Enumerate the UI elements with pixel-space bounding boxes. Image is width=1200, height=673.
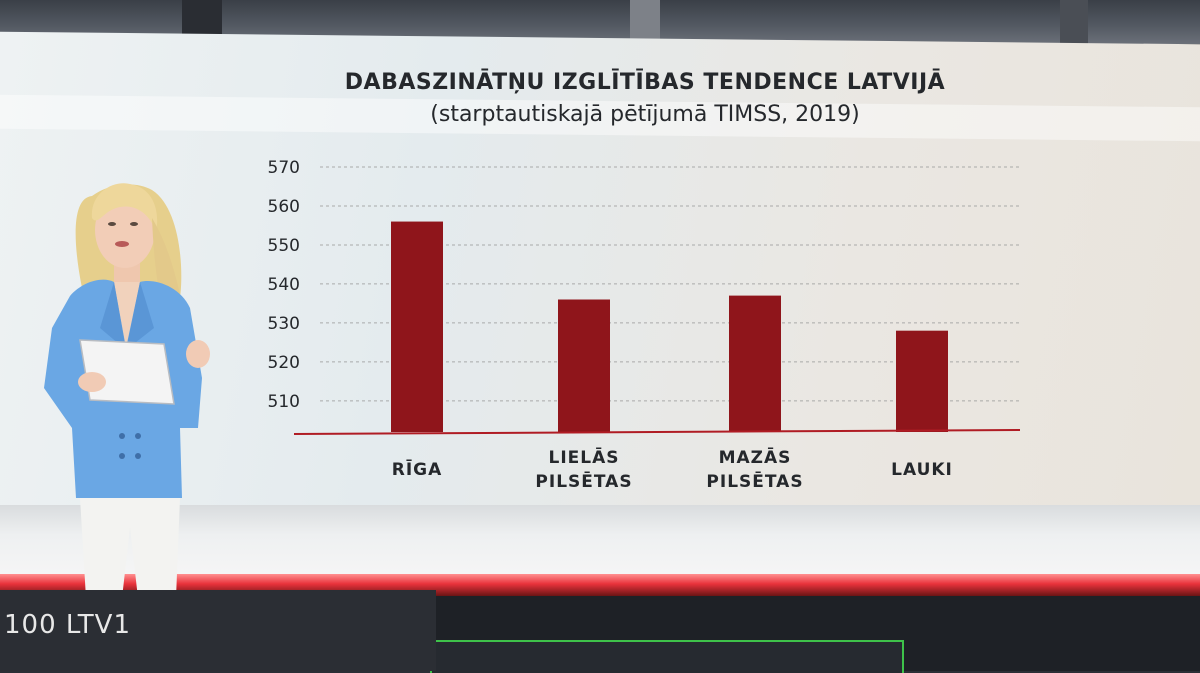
bar-0 bbox=[391, 221, 443, 432]
studio-floor-strip bbox=[430, 640, 904, 673]
y-tick-label: 540 bbox=[268, 275, 300, 295]
x-category-label: PILSĒTAS bbox=[535, 470, 632, 492]
y-tick-label: 520 bbox=[268, 353, 300, 373]
bar-1 bbox=[558, 299, 610, 432]
bar-3 bbox=[896, 330, 948, 432]
x-category-label: LIELĀS bbox=[548, 446, 619, 468]
channel-ticker: 100 LTV1 bbox=[0, 590, 436, 671]
x-axis-baseline bbox=[293, 429, 1021, 435]
chart-title: DABASZINĀTŅU IZGLĪTĪBAS TENDENCE LATVIJĀ bbox=[344, 70, 946, 95]
bar-2 bbox=[729, 295, 781, 432]
y-tick-label: 530 bbox=[268, 314, 300, 334]
studio-pillar bbox=[1060, 0, 1088, 44]
bar-chart: 510520530540550560570RĪGALIELĀSPILSĒTASM… bbox=[268, 158, 1021, 492]
y-tick-label: 550 bbox=[268, 236, 300, 256]
x-category-label: MAZĀS bbox=[719, 446, 792, 468]
presenter-figure bbox=[44, 183, 210, 598]
studio-desk-panel bbox=[0, 505, 1200, 580]
x-category-label: RĪGA bbox=[392, 458, 443, 480]
y-tick-label: 570 bbox=[268, 158, 300, 178]
y-tick-label: 560 bbox=[268, 197, 300, 217]
studio-pillar bbox=[630, 0, 660, 44]
chart-subtitle: (starptautiskajā pētījumā TIMSS, 2019) bbox=[430, 102, 860, 127]
x-category-label: PILSĒTAS bbox=[706, 470, 803, 492]
x-category-label: LAUKI bbox=[891, 460, 953, 480]
y-tick-label: 510 bbox=[268, 392, 300, 412]
